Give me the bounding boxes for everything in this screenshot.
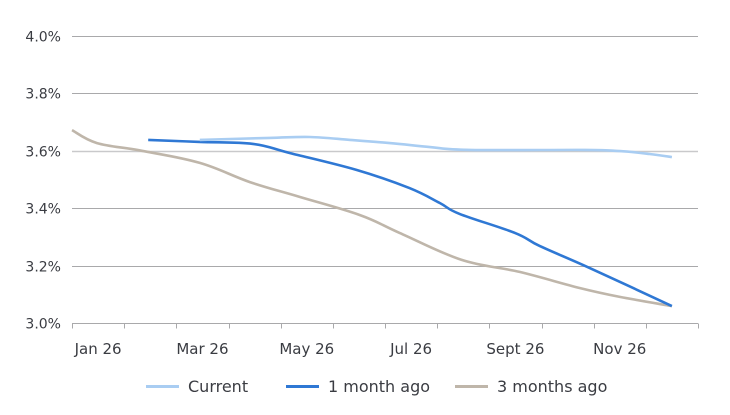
x-tick-label: Mar 26 [176, 340, 228, 358]
legend-label: 3 months ago [497, 376, 608, 396]
legend-swatch-current [146, 384, 179, 388]
x-tick-label: Jul 26 [389, 340, 432, 358]
x-axis-labels: Jan 26 Mar 26 May 26 Jul 26 Sept 26 Nov 26 [74, 340, 647, 358]
legend-swatch-3-months-ago [455, 384, 488, 388]
y-tick-label: 3.2% [25, 260, 61, 276]
y-gridlines [72, 36, 698, 267]
x-tick-label: Jan 26 [74, 340, 122, 358]
legend-item-3-months-ago[interactable]: 3 months ago [455, 374, 607, 398]
series-line-current [199, 135, 673, 159]
legend-label: Current [188, 376, 249, 396]
y-tick-label: 3.6% [25, 145, 61, 161]
legend-item-current[interactable]: Current [146, 374, 248, 398]
series-lines [71, 128, 673, 308]
x-tick-label: Nov 26 [593, 340, 646, 358]
legend-swatch-1-month-ago [286, 384, 319, 388]
legend-label: 1 month ago [328, 376, 431, 396]
x-tick-label: May 26 [279, 340, 334, 358]
y-tick-label: 3.4% [25, 202, 61, 218]
y-tick-label: 4.0% [25, 30, 61, 46]
y-tick-label: 3.8% [25, 87, 61, 103]
line-chart: 4.0% 3.8% 3.6% 3.4% 3.2% 3.0% Jan 26 Mar 26 May… [25, 30, 699, 358]
legend-item-1-month-ago[interactable]: 1 month ago [286, 374, 430, 398]
x-axis [72, 323, 699, 329]
x-tick-label: Sept 26 [486, 340, 544, 358]
y-axis-labels: 4.0% 3.8% 3.6% 3.4% 3.2% 3.0% [25, 30, 61, 333]
y-tick-label: 3.0% [25, 317, 61, 333]
legend: Current 1 month ago 3 months ago [0, 374, 730, 398]
series-line-1-month-ago [148, 138, 673, 308]
series-line-3-months-ago [71, 128, 673, 308]
